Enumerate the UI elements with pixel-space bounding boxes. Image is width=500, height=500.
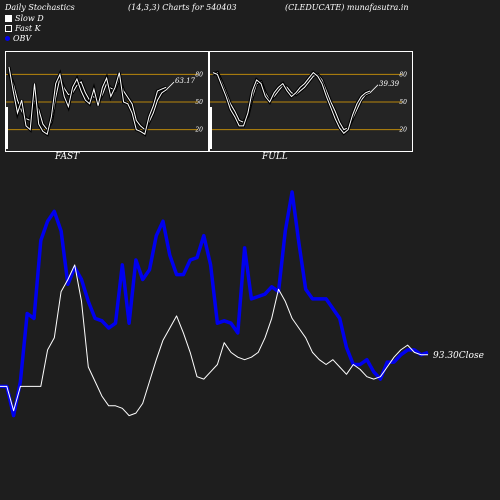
- chart-source: (CLEDUCATE) munafasutra.in: [285, 3, 409, 12]
- fast-panel-label: FAST: [55, 152, 80, 162]
- fast-tick-label: 20: [194, 127, 203, 134]
- close-value-label: 93.30Close: [433, 351, 484, 361]
- legend-obv: OBV: [5, 34, 31, 43]
- legend-fast-k: Fast K: [5, 24, 41, 33]
- fast-k-swatch: [5, 25, 12, 32]
- obv-line: [0, 190, 429, 418]
- slow-d-swatch: [5, 15, 12, 22]
- fast-last-value-label: 63.17: [175, 77, 196, 85]
- full-series-0-line: [212, 71, 371, 131]
- full-stochastic-chart: 80 50 20 39.39: [210, 70, 407, 149]
- chart-params: (14,3,3) Charts for 540403: [128, 3, 237, 12]
- legend-obv-label: OBV: [13, 34, 32, 43]
- full-last-value-label: 39.39: [379, 80, 400, 88]
- fast-value-pointer: [165, 81, 175, 91]
- legend-slow-d-label: Slow D: [15, 14, 44, 23]
- full-value-pointer: [369, 84, 379, 94]
- legend-slow-d: Slow D: [5, 14, 44, 23]
- full-tick-label: 20: [398, 127, 407, 134]
- chart-title: Daily Stochastics: [5, 3, 75, 12]
- full-series-1-line: [212, 71, 371, 135]
- fast-stochastic-chart: 80 50 20 63.17: [6, 66, 203, 149]
- legend-fast-k-label: Fast K: [15, 24, 41, 33]
- full-tick-label: 80: [399, 71, 407, 78]
- price-line: [0, 264, 428, 417]
- fast-tick-label: 50: [195, 99, 203, 106]
- fast-series-1-line: [8, 66, 167, 136]
- full-panel-label: FULL: [262, 152, 288, 162]
- obv-swatch: [5, 36, 10, 41]
- fast-stochastic-panel: 80 50 20 63.17: [5, 51, 209, 152]
- full-stochastic-panel: 80 50 20 39.39: [209, 51, 413, 152]
- full-tick-label: 50: [399, 99, 407, 106]
- fast-tick-label: 80: [195, 71, 203, 78]
